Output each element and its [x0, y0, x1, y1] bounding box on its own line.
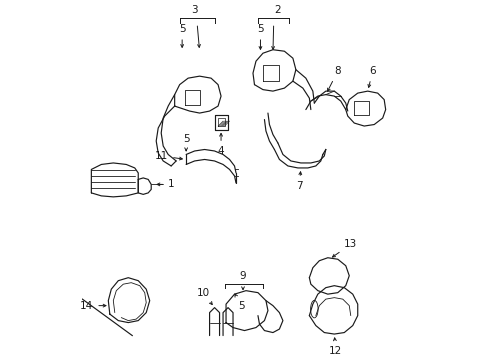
Text: 12: 12 [328, 338, 342, 356]
Text: 9: 9 [239, 271, 246, 281]
Text: 3: 3 [191, 5, 198, 15]
Text: 2: 2 [274, 5, 281, 15]
Text: 10: 10 [196, 288, 212, 305]
Text: 8: 8 [327, 66, 341, 91]
Text: 1: 1 [157, 179, 174, 189]
Text: 14: 14 [80, 301, 106, 311]
Text: 5: 5 [179, 24, 185, 48]
Text: 6: 6 [367, 66, 375, 87]
Text: 5: 5 [234, 294, 244, 311]
Text: 11: 11 [155, 151, 182, 161]
Text: 5: 5 [183, 135, 189, 151]
Text: 13: 13 [332, 239, 357, 257]
Text: 7: 7 [295, 172, 302, 191]
Text: 4: 4 [217, 134, 224, 156]
Text: 5: 5 [257, 24, 263, 49]
